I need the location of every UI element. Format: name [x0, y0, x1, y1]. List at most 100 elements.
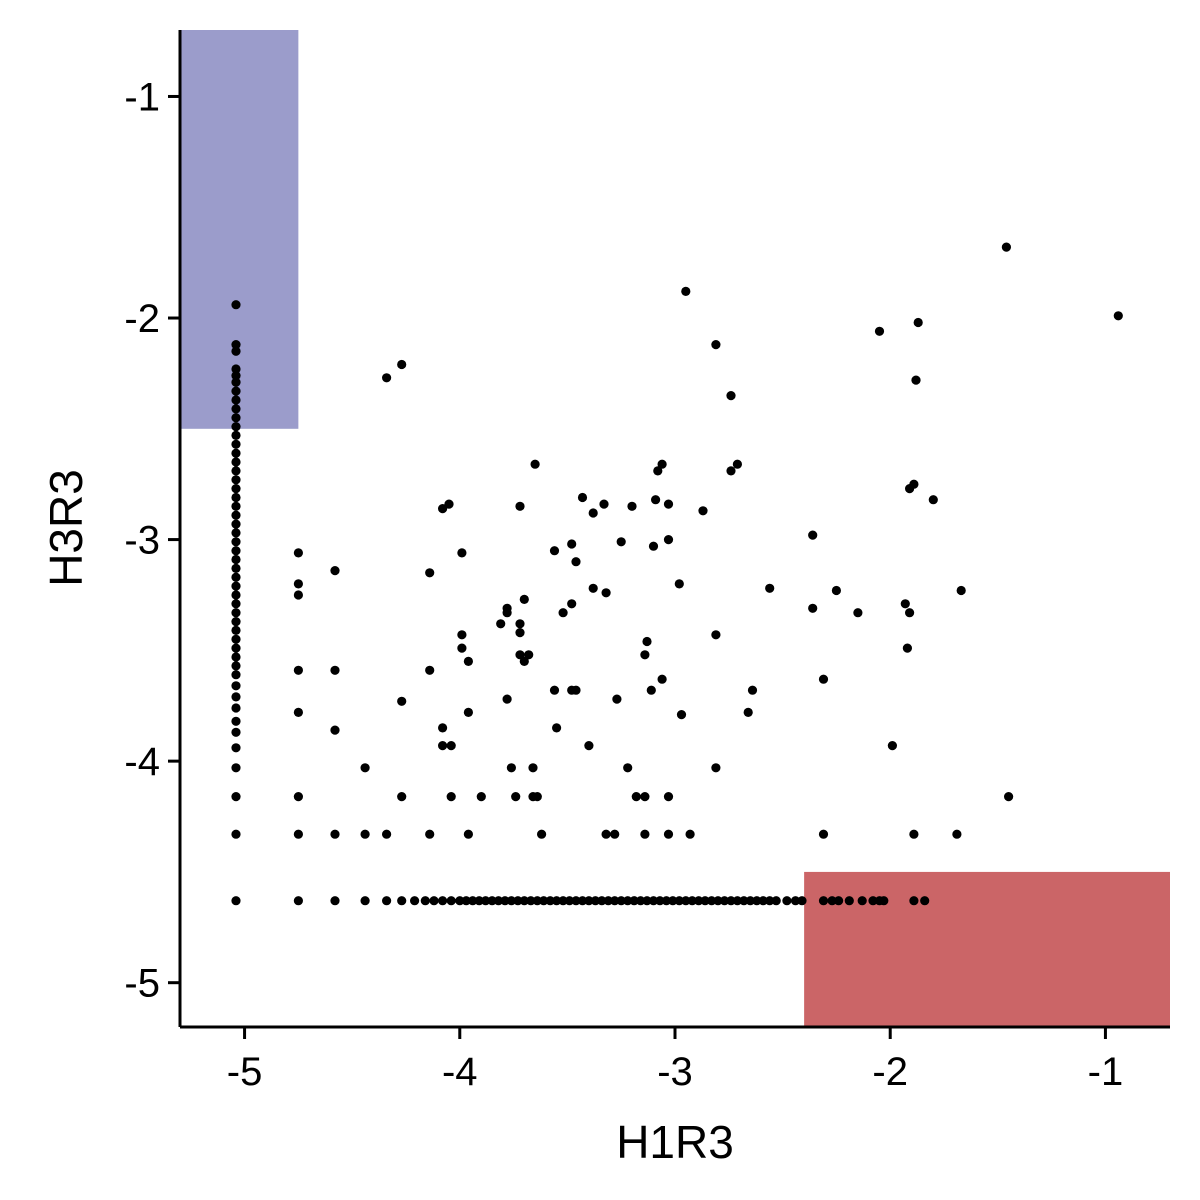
x-tick-label: -4: [442, 1050, 478, 1094]
data-point: [711, 763, 721, 773]
data-point: [913, 317, 923, 328]
data-point: [857, 896, 867, 906]
y-tick-label: -5: [124, 962, 160, 1006]
data-point: [552, 723, 562, 733]
data-point: [231, 608, 241, 618]
x-tick-label: -5: [227, 1050, 263, 1094]
data-point: [887, 741, 898, 751]
data-point: [610, 829, 620, 839]
data-point: [410, 896, 420, 906]
data-point: [601, 588, 611, 598]
data-point: [382, 896, 392, 906]
x-tick-label: -2: [872, 1050, 908, 1094]
y-tick-label: -3: [124, 519, 160, 563]
axes: -5 -4 -3 -2 -1 -5 -4 -3 -2 -1: [124, 30, 1170, 1094]
data-point: [905, 608, 915, 618]
data-point: [674, 896, 684, 906]
data-point: [629, 896, 639, 906]
data-point: [231, 692, 241, 702]
data-point: [640, 650, 650, 660]
data-point: [782, 896, 792, 906]
data-point: [726, 896, 736, 906]
data-point: [397, 359, 407, 370]
data-point: [515, 501, 525, 511]
data-point: [711, 340, 721, 350]
data-point: [330, 566, 340, 576]
data-point: [752, 896, 762, 906]
data-point: [231, 652, 241, 662]
data-point: [231, 386, 241, 396]
data-point: [642, 896, 652, 906]
data-point: [360, 763, 370, 773]
data-point: [648, 541, 659, 551]
y-tick-label: -1: [124, 75, 160, 119]
data-point: [528, 763, 538, 773]
data-point: [790, 896, 801, 906]
data-point: [663, 792, 674, 802]
data-point: [231, 519, 241, 529]
data-point: [844, 896, 854, 906]
data-point: [616, 896, 626, 906]
data-point: [231, 563, 241, 574]
data-point: [663, 829, 674, 839]
data-point: [231, 581, 241, 591]
x-axis-title: H1R3: [616, 1116, 734, 1168]
data-point: [868, 896, 878, 906]
data-point: [330, 725, 340, 735]
data-point: [463, 707, 473, 718]
data-point: [502, 608, 512, 618]
data-point: [515, 650, 525, 660]
data-point: [588, 508, 598, 518]
data-point: [425, 665, 435, 675]
data-point: [874, 326, 885, 336]
data-point: [539, 896, 549, 906]
data-point: [231, 763, 241, 773]
data-point: [231, 439, 241, 449]
data-point: [231, 492, 241, 503]
data-point: [549, 685, 560, 695]
data-point: [481, 896, 491, 906]
data-point: [457, 643, 467, 653]
data-point: [293, 829, 303, 839]
data-point: [500, 896, 510, 906]
highlight-regions: [180, 30, 1170, 1027]
data-point: [429, 896, 439, 906]
y-tick-label: -4: [124, 740, 160, 784]
data-point: [590, 896, 601, 906]
data-point: [1001, 242, 1012, 252]
data-point: [463, 656, 473, 667]
data-point: [231, 681, 241, 691]
data-point: [928, 495, 938, 505]
data-point: [438, 741, 448, 751]
data-point: [577, 896, 588, 906]
data-point: [827, 896, 837, 906]
data-point: [597, 896, 607, 906]
data-point: [519, 896, 529, 906]
data-point: [603, 896, 613, 906]
data-point: [330, 665, 340, 675]
highlight-region-1: [180, 30, 299, 429]
data-point: [530, 459, 540, 469]
data-point: [900, 599, 910, 609]
data-point: [700, 896, 710, 906]
data-point: [461, 896, 471, 906]
data-point: [739, 896, 749, 906]
data-point: [231, 448, 241, 458]
data-point: [956, 585, 966, 596]
data-point: [909, 479, 919, 489]
data-point: [558, 608, 568, 618]
data-point: [231, 546, 241, 556]
data-point: [425, 829, 435, 839]
data-point: [571, 557, 581, 567]
data-point: [657, 459, 667, 469]
data-point: [571, 896, 581, 906]
data-point: [330, 896, 340, 906]
data-point: [818, 674, 829, 684]
data-point: [661, 896, 672, 906]
data-point: [231, 829, 241, 839]
data-point: [648, 896, 659, 906]
data-point: [653, 466, 663, 476]
data-point: [360, 829, 370, 839]
data-point: [549, 546, 560, 556]
data-point: [360, 896, 370, 906]
